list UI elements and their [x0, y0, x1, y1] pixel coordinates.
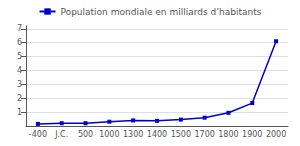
svg-text:J.C.: J.C. — [54, 130, 68, 139]
svg-text:1400: 1400 — [147, 130, 167, 139]
svg-text:1300: 1300 — [123, 130, 143, 139]
svg-text:1000: 1000 — [99, 130, 119, 139]
svg-text:1800: 1800 — [218, 130, 238, 139]
svg-text:3: 3 — [17, 80, 22, 89]
svg-text:6: 6 — [17, 38, 22, 47]
svg-text:7: 7 — [17, 24, 22, 33]
svg-text:1700: 1700 — [194, 130, 214, 139]
svg-text:Population mondiale en milliar: Population mondiale en milliards d’habit… — [61, 7, 262, 17]
svg-text:1900: 1900 — [242, 130, 262, 139]
svg-text:-400: -400 — [29, 130, 47, 139]
svg-text:1500: 1500 — [171, 130, 191, 139]
svg-text:4: 4 — [17, 66, 22, 75]
svg-text:2000: 2000 — [266, 130, 286, 139]
svg-text:500: 500 — [78, 130, 93, 139]
svg-text:5: 5 — [17, 52, 22, 61]
svg-text:1: 1 — [17, 108, 22, 117]
svg-text:2: 2 — [17, 94, 22, 103]
